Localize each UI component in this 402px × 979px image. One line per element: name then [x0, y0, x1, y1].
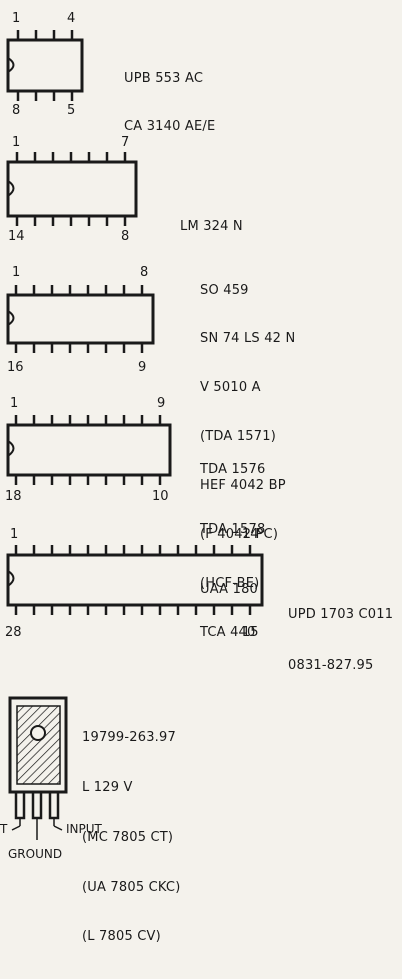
dip14-outline	[6, 152, 138, 226]
pin-number: 9	[138, 360, 147, 375]
part-number: HEF 4042 BP	[200, 478, 286, 494]
part-number: SN 74 LS 42 N	[200, 331, 296, 347]
part-number-list: 19799-263.97 L 129 V (MC 7805 CT) (UA 78…	[82, 697, 180, 979]
pin-number: 1	[10, 527, 19, 542]
pin-number: 14	[242, 527, 259, 542]
part-number: (L 7805 CV)	[82, 929, 161, 945]
part-number-list: SO 459 SN 74 LS 42 N V 5010 A (TDA 1571)…	[200, 250, 295, 674]
dip16-outline	[6, 285, 155, 353]
part-number-list: UPD 1703 C011 0831-827.95	[288, 572, 393, 708]
pin-number: 15	[242, 625, 259, 640]
part-number: (MC 7805 CT)	[82, 829, 174, 845]
pin-number: 4	[67, 11, 76, 26]
dip8-outline	[6, 30, 84, 101]
pin-number: 18	[5, 489, 22, 504]
pin-number: 7	[121, 135, 130, 150]
pin-number: 5	[67, 103, 76, 118]
pin-number: 1	[12, 135, 21, 150]
part-number: UAA 180	[200, 582, 259, 597]
pin-number: 8	[140, 265, 149, 280]
part-number: CA 3140 AE/E	[124, 119, 216, 135]
part-number: UPB 553 AC	[124, 70, 204, 86]
part-number: L 129 V	[82, 779, 133, 795]
pin-number: 1	[12, 265, 21, 280]
dip18-outline	[6, 415, 172, 485]
part-number: TDA 1578	[200, 522, 266, 537]
pin-number: 8	[121, 229, 130, 244]
pin-number: 28	[5, 625, 22, 640]
dip28-outline	[6, 545, 264, 615]
part-number: 19799-263.97	[82, 730, 176, 746]
output-pin-label: T	[0, 822, 8, 836]
pin-number: 1	[12, 11, 21, 26]
part-number: (HCF-BE)	[200, 575, 260, 591]
part-number: UPD 1703 C011	[288, 607, 394, 622]
pin-number: 8	[12, 103, 21, 118]
part-number-list: LM 324 N	[180, 186, 243, 267]
part-number: 0831-827.95	[288, 658, 374, 673]
part-number: TDA 1576	[200, 462, 266, 477]
input-pin-label: INPUT	[66, 822, 102, 836]
part-number: (UA 7805 CKC)	[82, 879, 181, 895]
pin-number: 1	[10, 396, 19, 411]
ground-pin-label: GROUND	[8, 847, 63, 861]
pin-number: 10	[152, 489, 169, 504]
part-number-list: TDA 1576 TDA 1578 UAA 180	[200, 420, 265, 640]
pin-number: 14	[8, 229, 25, 244]
part-number: LM 324 N	[180, 218, 243, 234]
pin-number: 16	[7, 360, 24, 375]
pin-number: 9	[157, 396, 166, 411]
part-number: (TDA 1571)	[200, 429, 276, 445]
part-number: (F 4042 PC)	[200, 527, 279, 543]
part-number: TCA 440	[200, 624, 256, 640]
regulator-outline	[8, 696, 68, 840]
part-number: SO 459	[200, 282, 249, 298]
part-number: V 5010 A	[200, 380, 261, 396]
part-number-list: UPB 553 AC CA 3140 AE/E	[124, 38, 215, 168]
